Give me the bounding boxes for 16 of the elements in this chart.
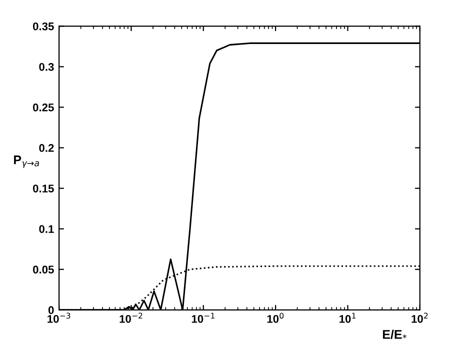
y-axis-title: P$_{γ→a}$	[14, 156, 39, 168]
y-tick-label: 0.15	[33, 184, 54, 192]
x-tick-label: 10$^{1}$	[340, 312, 356, 323]
x-tick-label: 10$^{−3}$	[48, 312, 70, 323]
x-axis-title: E/E$_{*}$	[382, 330, 407, 340]
y-tick-label: 0.35	[33, 22, 54, 30]
x-tick-label: 10$^{2}$	[412, 312, 428, 323]
x-tick-label: 10$^{−1}$	[192, 312, 214, 323]
y-tick-label: 0.1	[39, 225, 54, 233]
x-tick-label: 10$^{0}$	[267, 312, 284, 323]
y-tick-label: 0.25	[33, 104, 54, 112]
y-tick-label: 0.3	[39, 62, 54, 71]
x-tick-label: 10$^{−2}$	[120, 312, 142, 323]
y-tick-label: 0.2	[39, 144, 54, 152]
y-tick-label: 0	[48, 306, 54, 314]
y-tick-label: 0.05	[33, 266, 54, 274]
